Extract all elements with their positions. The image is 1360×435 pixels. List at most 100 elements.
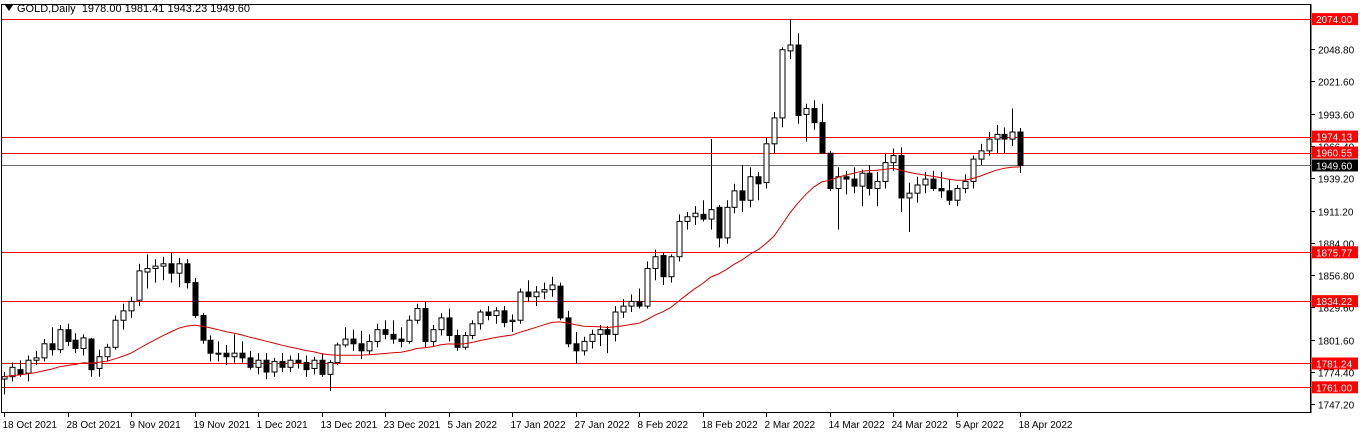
candle-body xyxy=(382,329,389,335)
candle-body xyxy=(668,256,675,278)
candle-body xyxy=(80,337,87,349)
candle-body xyxy=(414,307,421,321)
candle-body xyxy=(843,176,850,180)
candle-body xyxy=(986,138,993,152)
y-tick-label: 2048.80 xyxy=(1318,46,1355,57)
candle-body xyxy=(604,329,611,335)
candle-body xyxy=(231,352,238,358)
candle-body xyxy=(247,357,254,368)
candle-body xyxy=(422,307,429,342)
candle-body xyxy=(946,190,953,201)
candle-body xyxy=(755,176,762,185)
level-price-label: 1875.77 xyxy=(1316,248,1353,259)
candle-body xyxy=(851,178,858,187)
collapse-triangle-icon[interactable] xyxy=(5,5,13,11)
candle-body xyxy=(223,352,230,358)
candle-body xyxy=(763,143,770,184)
candle-body xyxy=(859,172,866,187)
y-tick-label: 1911.20 xyxy=(1318,208,1354,219)
current-price-label: 1949.60 xyxy=(1316,161,1353,172)
level-price-label-bg xyxy=(1312,246,1358,259)
candle-body xyxy=(819,122,826,154)
level-price-label: 1761.00 xyxy=(1316,383,1353,394)
candle-body xyxy=(525,291,532,298)
candle-body xyxy=(454,335,461,348)
candlesticks xyxy=(1,19,1024,395)
price-axis: 2048.802021.601993.601966.401939.201911.… xyxy=(1311,46,1355,412)
candle-body xyxy=(366,340,373,352)
x-tick-label: 17 Jan 2022 xyxy=(511,420,566,431)
plot-frame xyxy=(1,4,1311,413)
candle-body xyxy=(890,155,897,164)
candle-body xyxy=(303,362,310,371)
candle-body xyxy=(970,158,977,182)
candle-body xyxy=(72,339,79,349)
candle-body xyxy=(255,359,262,368)
level-price-label-bg xyxy=(1312,130,1358,143)
x-tick-label: 18 Oct 2021 xyxy=(3,420,58,431)
candle-body xyxy=(914,184,921,194)
level-price-label: 2074.00 xyxy=(1316,15,1353,26)
candle-body xyxy=(501,310,508,324)
y-tick-label: 1993.60 xyxy=(1318,111,1355,122)
candle-body xyxy=(33,357,40,361)
candle-body xyxy=(287,359,294,368)
candle-body xyxy=(200,315,207,341)
candle-body xyxy=(835,176,842,190)
candle-body xyxy=(930,178,937,190)
candle-body xyxy=(390,333,397,340)
candle-body xyxy=(438,317,445,331)
candle-body xyxy=(279,360,286,368)
candle-body xyxy=(803,108,810,115)
symbol-label: GOLD,Daily xyxy=(17,3,76,15)
x-tick-label: 5 Apr 2022 xyxy=(956,420,1005,431)
candle-body xyxy=(827,152,834,190)
x-tick-label: 14 Mar 2022 xyxy=(829,420,886,431)
candle-body xyxy=(708,209,715,220)
candle-body xyxy=(874,180,881,190)
candle-body xyxy=(398,338,405,342)
candle-body xyxy=(898,155,905,199)
candle-body xyxy=(358,343,365,352)
candle-body xyxy=(620,305,627,313)
candle-body xyxy=(342,338,349,346)
candle-body xyxy=(779,49,786,119)
candle-body xyxy=(1017,131,1024,166)
level-price-label-bg xyxy=(1312,295,1358,308)
candle-body xyxy=(700,213,707,220)
level-price-label-bg xyxy=(1312,146,1358,159)
candle-body xyxy=(866,172,873,190)
candle-body xyxy=(128,300,135,312)
x-tick-label: 18 Feb 2022 xyxy=(702,420,759,431)
y-tick-label: 2021.60 xyxy=(1318,78,1355,89)
candle-body xyxy=(120,310,127,321)
horizontal-levels xyxy=(2,19,1311,388)
candle-body xyxy=(1001,133,1008,140)
candle-body xyxy=(160,263,167,267)
candle-body xyxy=(962,180,969,190)
candle-body xyxy=(327,362,334,375)
candle-body xyxy=(144,267,151,273)
candle-body xyxy=(65,329,72,342)
x-tick-label: 27 Jan 2022 xyxy=(575,420,630,431)
candle-body xyxy=(795,44,802,117)
level-price-label: 1834.22 xyxy=(1316,297,1353,308)
candle-body xyxy=(25,359,32,374)
y-tick-label: 1829.60 xyxy=(1318,304,1355,315)
candle-body xyxy=(462,335,469,348)
candle-body xyxy=(152,265,159,269)
candle-body xyxy=(954,188,961,201)
candle-body xyxy=(319,359,326,375)
candle-body xyxy=(41,343,48,359)
candle-body xyxy=(589,333,596,342)
candle-body xyxy=(430,329,437,342)
candle-body xyxy=(49,343,56,351)
candle-body xyxy=(406,319,413,342)
candle-body xyxy=(104,346,111,358)
current-price-label-bg xyxy=(1312,159,1358,172)
x-tick-label: 19 Nov 2021 xyxy=(194,420,251,431)
candle-body xyxy=(724,206,731,239)
y-tick-label: 1774.40 xyxy=(1318,369,1355,380)
moving-average xyxy=(3,166,1021,378)
